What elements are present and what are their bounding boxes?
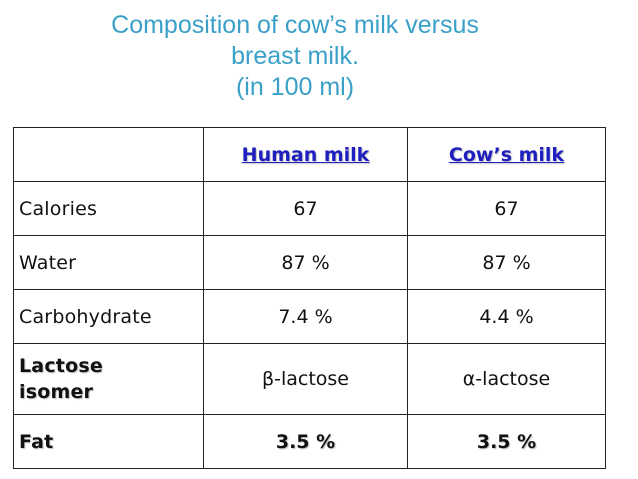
row-label-carbohydrate: Carbohydrate	[13, 289, 204, 344]
table-row: Carbohydrate 7.4 % 4.4 %	[13, 289, 606, 344]
row-label-lactose-line2: isomer	[19, 381, 94, 403]
table-row: Lactose isomer β-lactose α-lactose	[13, 343, 606, 415]
table-row: Calories 67 67	[13, 181, 606, 236]
header-cows-milk: Cow’s milk	[407, 127, 606, 182]
cell-cow-water: 87 %	[407, 235, 606, 290]
cell-human-calories: 67	[203, 181, 408, 236]
table-header-row: Human milk Cow’s milk	[13, 127, 606, 182]
row-label-lactose-isomer: Lactose isomer	[13, 343, 204, 415]
slide-title: Composition of cow’s milk versus breast …	[0, 10, 590, 103]
row-label-calories: Calories	[13, 181, 204, 236]
title-line-1: Composition of cow’s milk versus	[111, 11, 479, 39]
cell-human-lactose: β-lactose	[203, 343, 408, 415]
cell-human-water: 87 %	[203, 235, 408, 290]
composition-table: Human milk Cow’s milk Calories 67 67 Wat…	[13, 127, 606, 469]
cell-cow-calories: 67	[407, 181, 606, 236]
table-row: Fat 3.5 % 3.5 %	[13, 414, 606, 469]
cell-cow-lactose: α-lactose	[407, 343, 606, 415]
table-row: Water 87 % 87 %	[13, 235, 606, 290]
title-line-3: (in 100 ml)	[235, 73, 355, 101]
header-human-milk: Human milk	[203, 127, 408, 182]
title-line-2: breast milk.	[231, 42, 359, 70]
cell-cow-fat: 3.5 %	[407, 414, 606, 469]
header-empty-cell	[13, 127, 204, 182]
row-label-fat: Fat	[13, 414, 204, 469]
row-label-lactose-line1: Lactose	[19, 355, 103, 377]
cell-cow-carbohydrate: 4.4 %	[407, 289, 606, 344]
cell-human-fat: 3.5 %	[203, 414, 408, 469]
row-label-water: Water	[13, 235, 204, 290]
cell-human-carbohydrate: 7.4 %	[203, 289, 408, 344]
